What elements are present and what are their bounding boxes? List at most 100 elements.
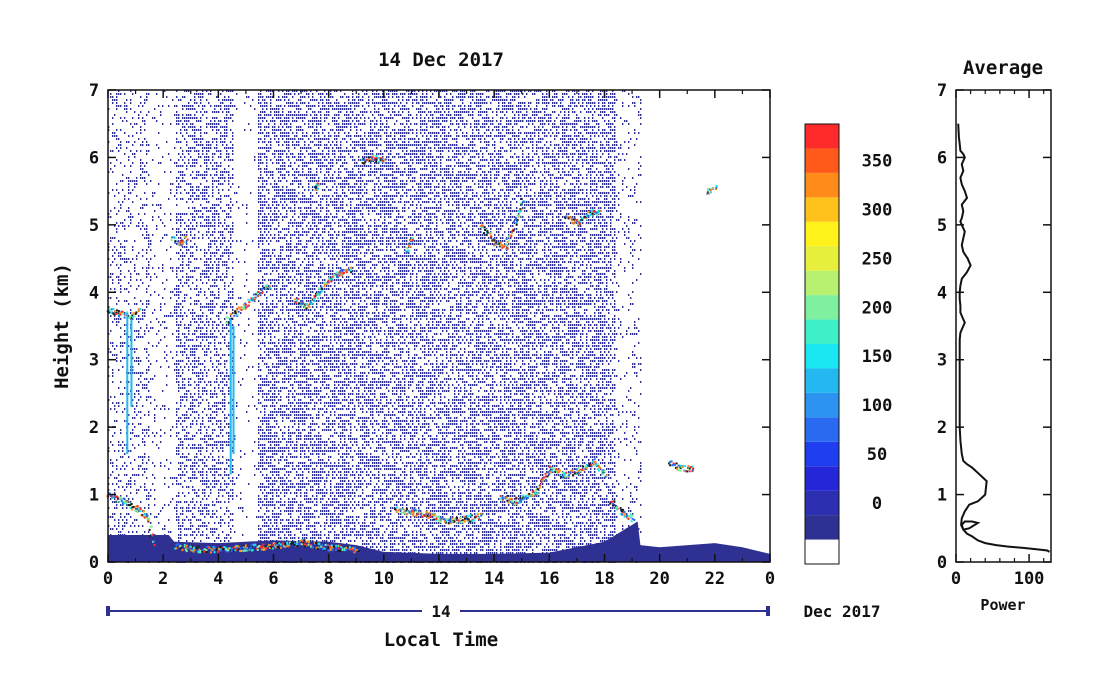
speckle-pixel: [130, 90, 132, 92]
speckle-pixel: [150, 240, 152, 242]
speckle-pixel: [118, 486, 120, 488]
speckle-pixel: [178, 483, 180, 485]
speckle-pixel: [126, 300, 128, 302]
speckle-pixel: [202, 378, 204, 380]
speckle-pixel: [268, 312, 270, 314]
speckle-pixel: [200, 129, 202, 131]
speckle-pixel: [114, 498, 116, 500]
speckle-pixel: [266, 516, 268, 518]
speckle-pixel: [190, 255, 192, 257]
speckle-pixel: [292, 138, 294, 140]
speckle-pixel: [128, 498, 130, 500]
speckle-pixel: [114, 252, 116, 254]
speckle-pixel: [238, 207, 240, 209]
speckle-pixel: [262, 108, 264, 110]
speckle-pixel: [224, 96, 226, 98]
speckle-pixel: [180, 468, 182, 470]
speckle-pixel: [268, 354, 270, 356]
speckle-pixel: [264, 219, 266, 221]
speckle-pixel: [132, 126, 134, 128]
speckle-pixel: [216, 420, 218, 422]
speckle-pixel: [260, 333, 262, 335]
speckle-pixel: [188, 486, 190, 488]
speckle-pixel: [232, 267, 234, 269]
speckle-pixel: [202, 534, 204, 536]
speckle-pixel: [278, 495, 280, 497]
speckle-pixel: [152, 234, 154, 236]
speckle-pixel: [212, 465, 214, 467]
speckle-pixel: [262, 324, 264, 326]
speckle-pixel: [182, 315, 184, 317]
speckle-pixel: [218, 180, 220, 182]
speckle-pixel: [158, 294, 160, 296]
speckle-pixel: [254, 405, 256, 407]
speckle-pixel: [274, 480, 276, 482]
speckle-pixel: [214, 444, 216, 446]
speckle-pixel: [266, 354, 268, 356]
speckle-pixel: [288, 246, 290, 248]
speckle-pixel: [228, 432, 230, 434]
speckle-pixel: [276, 474, 278, 476]
speckle-pixel: [230, 201, 232, 203]
speckle-pixel: [266, 249, 268, 251]
speckle-pixel: [236, 405, 238, 407]
speckle-pixel: [202, 192, 204, 194]
speckle-pixel: [284, 117, 286, 119]
speckle-pixel: [272, 117, 274, 119]
speckle-pixel: [112, 369, 114, 371]
speckle-pixel: [202, 216, 204, 218]
speckle-pixel: [176, 381, 178, 383]
speckle-pixel: [120, 351, 122, 353]
speckle-pixel: [292, 396, 294, 398]
speckle-pixel: [290, 525, 292, 527]
speckle-pixel: [224, 522, 226, 524]
speckle-pixel: [188, 504, 190, 506]
speckle-pixel: [146, 357, 148, 359]
speckle-pixel: [204, 291, 206, 293]
speckle-pixel: [230, 531, 232, 533]
speckle-pixel: [176, 276, 178, 278]
speckle-pixel: [296, 402, 298, 404]
speckle-pixel: [214, 465, 216, 467]
speckle-pixel: [202, 375, 204, 377]
speckle-pixel: [288, 231, 290, 233]
speckle-pixel: [162, 390, 164, 392]
speckle-pixel: [186, 168, 188, 170]
speckle-pixel: [168, 366, 170, 368]
speckle-pixel: [130, 150, 132, 152]
speckle-pixel: [272, 486, 274, 488]
speckle-pixel: [280, 261, 282, 263]
speckle-pixel: [270, 273, 272, 275]
speckle-pixel: [228, 297, 230, 299]
speckle-pixel: [212, 327, 214, 329]
speckle-pixel: [292, 102, 294, 104]
speckle-pixel: [218, 456, 220, 458]
speckle-pixel: [220, 153, 222, 155]
speckle-pixel: [180, 213, 182, 215]
speckle-pixel: [262, 483, 264, 485]
speckle-pixel: [284, 336, 286, 338]
speckle-pixel: [130, 216, 132, 218]
speckle-pixel: [186, 354, 188, 356]
speckle-pixel: [190, 276, 192, 278]
speckle-pixel: [228, 393, 230, 395]
speckle-pixel: [264, 336, 266, 338]
speckle-pixel: [190, 183, 192, 185]
speckle-pixel: [120, 279, 122, 281]
speckle-pixel: [228, 540, 230, 542]
speckle-pixel: [122, 456, 124, 458]
speckle-pixel: [200, 174, 202, 176]
speckle-pixel: [272, 129, 274, 131]
speckle-pixel: [222, 252, 224, 254]
speckle-pixel: [134, 435, 136, 437]
speckle-pixel: [284, 270, 286, 272]
speckle-pixel: [196, 186, 198, 188]
speckle-pixel: [214, 153, 216, 155]
speckle-pixel: [290, 309, 292, 311]
speckle-pixel: [184, 387, 186, 389]
speckle-pixel: [268, 177, 270, 179]
speckle-pixel: [176, 453, 178, 455]
speckle-pixel: [118, 279, 120, 281]
speckle-pixel: [258, 330, 260, 332]
speckle-pixel: [296, 258, 298, 260]
